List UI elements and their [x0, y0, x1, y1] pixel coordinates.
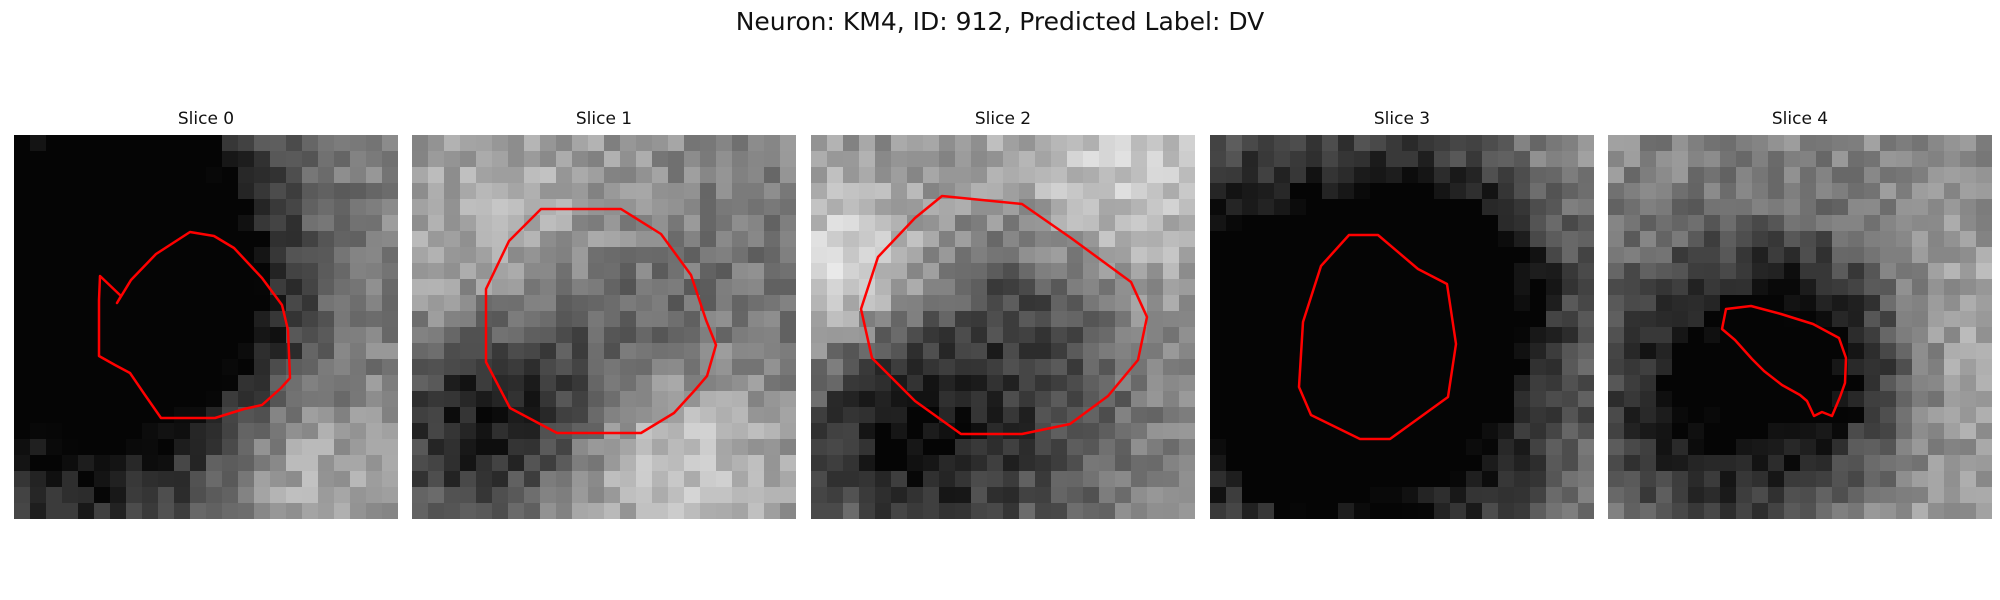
slice-image-0 — [14, 135, 398, 519]
slice-image-1 — [412, 135, 796, 519]
slice-image-2 — [811, 135, 1195, 519]
contour-outline — [1720, 304, 1848, 418]
grayscale-image — [811, 135, 1195, 519]
slice-image-3 — [1210, 135, 1594, 519]
slice-title-2: Slice 2 — [974, 109, 1032, 129]
slice-title-0: Slice 0 — [177, 109, 235, 129]
figure-title: Neuron: KM4, ID: 912, Predicted Label: D… — [735, 7, 1265, 36]
grayscale-image — [412, 135, 796, 519]
contour-outline — [484, 207, 718, 435]
slice-title-4: Slice 4 — [1771, 109, 1829, 129]
slice-title-1: Slice 1 — [575, 109, 633, 129]
contour-outline — [97, 230, 292, 420]
slice-panel-3: Slice 3 — [1210, 108, 1594, 519]
slice-panel-0: Slice 0 — [14, 108, 398, 519]
grayscale-image — [1210, 135, 1594, 519]
grayscale-image — [1608, 135, 1992, 519]
slice-panel-1: Slice 1 — [412, 108, 796, 519]
slice-image-4 — [1608, 135, 1992, 519]
contour-outline — [859, 194, 1149, 436]
slice-panel-4: Slice 4 — [1608, 108, 1992, 519]
grayscale-image — [14, 135, 398, 519]
contour-outline — [1297, 233, 1458, 441]
slice-panel-2: Slice 2 — [811, 108, 1195, 519]
slice-title-3: Slice 3 — [1373, 109, 1431, 129]
